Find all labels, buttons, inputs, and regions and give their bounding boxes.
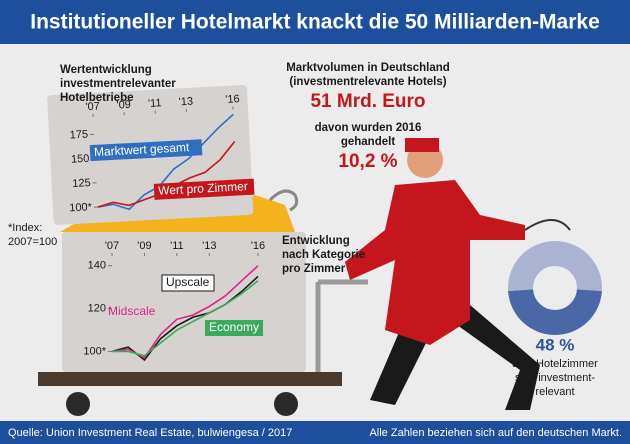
legend-label: Marktwert gesamt [94, 140, 191, 159]
footer-bar [0, 421, 630, 444]
x-tick-label: '09 [137, 240, 151, 252]
label-line: nach Kategorie [282, 249, 365, 261]
label-line: sind investment- [515, 372, 595, 384]
legend-box [89, 139, 203, 162]
card [62, 232, 306, 372]
label-line: Marktvolumen in Deutschland [286, 62, 450, 74]
hat [405, 138, 439, 152]
legend-label: Midscale [108, 304, 156, 318]
y-tick-label: 125 [72, 177, 91, 190]
donut-slice [508, 289, 602, 335]
label-line: pro Zimmer [282, 263, 346, 275]
y-tick-label: 100* [69, 201, 93, 214]
label-line: relevant [535, 386, 574, 398]
donut-chart [507, 240, 602, 335]
stat-value: 51 Mrd. Euro [310, 91, 425, 112]
y-tick-label: 120 [88, 302, 106, 314]
bag-handle [524, 219, 571, 231]
series-line [112, 280, 259, 357]
x-tick-label: '16 [225, 93, 240, 106]
title-bar [0, 0, 630, 44]
texts: Wertentwicklung investmentrelevanter Hotel… [8, 62, 598, 398]
x-tick-label: '16 [251, 240, 265, 252]
y-tick-label: 175 [69, 129, 88, 142]
legend-box [153, 178, 255, 200]
umbrella-handle [268, 189, 299, 212]
legend-label: Wert pro Zimmer [158, 179, 248, 198]
leg [450, 305, 540, 410]
label-line: Hotelbetriebe [60, 92, 134, 104]
label-line: gehandelt [341, 136, 395, 148]
y-tick-label: 150 [71, 153, 90, 166]
x-tick-label: '11 [170, 240, 184, 252]
label-line: davon wurden 2016 [315, 122, 422, 134]
legend-box [205, 320, 263, 336]
y-tick-label: 140 [88, 260, 106, 272]
legend-box [161, 274, 215, 292]
chart-card: '07 '09 '11 '13 '16 100* 125 150 175 Marktwert ge… [47, 85, 255, 225]
label-line: *Index: [8, 222, 42, 234]
label-line: investmentrelevanter [60, 78, 176, 90]
series-line [97, 113, 234, 211]
source: Quelle: Union Investment Real Estate, bu… [8, 427, 292, 439]
x-tick-label: '07 [85, 100, 100, 113]
chart-card: '07 '09 '11 '13 '16 100* 120 140 Upscale Midscale… [62, 232, 306, 372]
x-tick-label: '09 [116, 99, 131, 112]
leg [370, 330, 430, 405]
label-line: Entwicklung [282, 235, 350, 247]
wheel [66, 392, 90, 416]
x-tick-label: '13 [202, 240, 216, 252]
label-line: Wertentwicklung [60, 64, 152, 76]
value-label: 48 % [536, 335, 575, 354]
y-tick-label: 100* [83, 345, 106, 357]
footer-note: Alle Zahlen beziehen sich auf den deutsc… [369, 427, 622, 439]
legend-label: Upscale [166, 275, 210, 289]
x-tick-label: '11 [148, 97, 162, 110]
label-line: 2007=100 [8, 236, 57, 248]
x-tick-label: '13 [178, 96, 193, 109]
x-tick-label: '07 [105, 240, 119, 252]
donut-slice [507, 240, 602, 291]
stat-value: 10,2 % [338, 151, 397, 172]
label-line: aller Hotelzimmer [512, 358, 598, 370]
legend-label: Economy [209, 320, 259, 334]
wheel [274, 392, 298, 416]
cart-platform [38, 372, 342, 386]
label-line: (investmentrelevante Hotels) [289, 76, 446, 88]
coat [345, 180, 525, 345]
page-title: Institutioneller Hotelmarkt knackt die 5… [30, 11, 600, 34]
